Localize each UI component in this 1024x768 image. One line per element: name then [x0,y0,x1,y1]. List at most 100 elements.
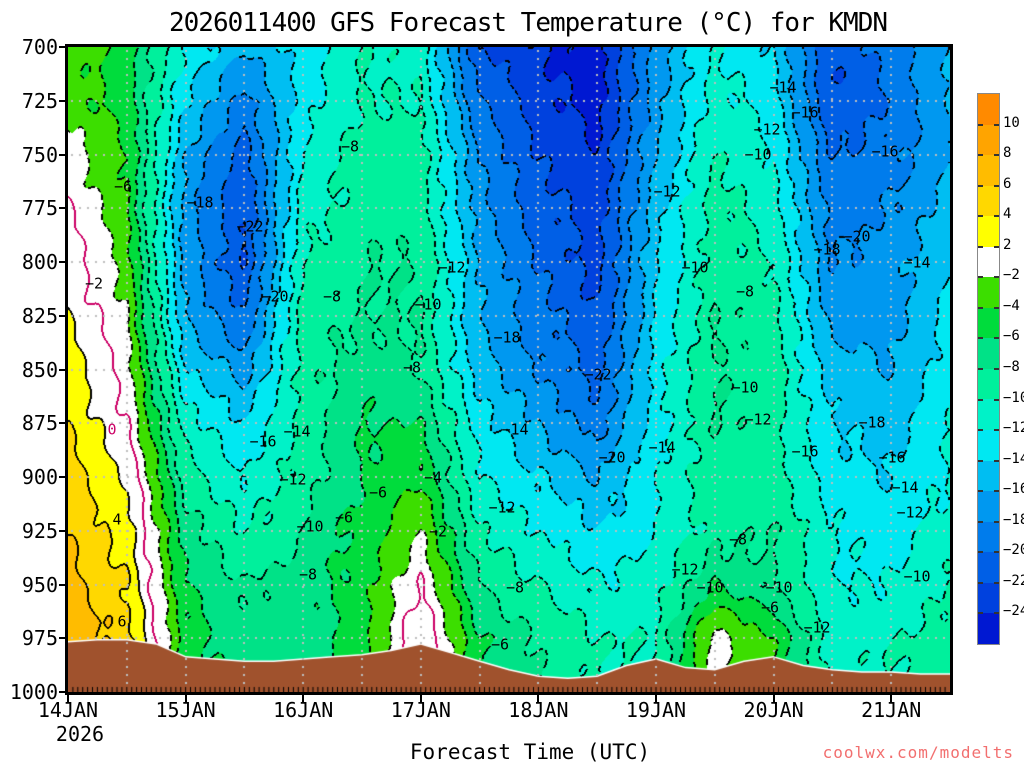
colorbar-tick-label: 2 [1003,236,1012,253]
colorbar-tick-label: −6 [1003,328,1020,345]
colorbar-tick-label: −24 [1003,603,1024,620]
x-axis-tick [419,692,422,702]
y-tick-label: 900 [21,465,58,489]
colorbar-tick-label: 8 [1003,145,1012,162]
colorbar-segment [978,185,999,217]
y-axis-tick [59,46,68,48]
y-tick-label: 875 [21,411,58,436]
colorbar-tick-label: −18 [1003,511,1024,528]
colorbar-tick-left [978,581,983,584]
colorbar-segment [978,94,999,125]
colorbar-segment [978,613,999,644]
y-tick-label: 1000 [9,680,58,704]
colorbar-tick-right [994,520,999,523]
colorbar-segment [978,552,999,583]
colorbar-segment [978,155,999,186]
x-axis-tick [302,692,305,702]
colorbar-tick-right [994,276,999,279]
colorbar-tick-right [994,337,999,340]
y-tick-label: 750 [21,142,58,167]
colorbar-segment [978,124,999,156]
colorbar-tick-left [978,306,983,309]
y-axis-tick [59,368,68,371]
colorbar-tick-left [978,245,983,248]
colorbar-tick-right [994,215,999,218]
colorbar-tick-right [994,306,999,309]
x-axis-tick [67,692,69,702]
colorbar-tick-left [978,337,983,340]
x-tick-label: 17JAN [390,698,451,722]
x-axis-tick [890,692,893,702]
colorbar-tick-label: −2 [1003,267,1020,284]
colorbar-tick-right [994,398,999,401]
colorbar-tick-right [994,581,999,584]
colorbar-segment [978,582,999,614]
y-axis-tick [59,691,68,693]
colorbar-segment [978,216,999,247]
colorbar-tick-right [994,459,999,462]
colorbar-tick-label: 10 [1003,114,1020,131]
y-tick-label: 925 [21,518,58,543]
colorbar-tick-right [994,429,999,432]
x-axis-tick [772,692,775,702]
colorbar-tick-right [994,245,999,248]
colorbar-segment [978,246,999,278]
y-tick-label: 700 [21,35,58,59]
y-tick-label: 850 [21,357,58,382]
y-axis-tick [59,314,68,317]
colorbar-tick-label: 6 [1003,175,1012,192]
x-tick-label: 18JAN [508,698,569,722]
colorbar-tick-label: −12 [1003,420,1024,437]
colorbar-tick-right [994,154,999,157]
colorbar-tick-left [978,184,983,187]
colorbar-tick-right [994,612,999,615]
x-tick-label: 15JAN [155,698,216,722]
y-tick-label: 825 [21,303,58,328]
colorbar-tick-left [978,520,983,523]
colorbar-tick-label: −16 [1003,481,1024,498]
y-tick-label: 800 [21,250,58,274]
y-axis-tick [59,207,68,210]
colorbar-tick-left [978,490,983,493]
y-tick-label: 775 [21,196,58,221]
y-axis-tick [59,476,68,478]
x-axis-tick [184,692,187,702]
colorbar-tick-label: −4 [1003,297,1020,314]
y-axis-tick [59,583,68,586]
colorbar-segment [978,277,999,308]
colorbar-tick-label: −8 [1003,359,1020,375]
colorbar-segment [978,430,999,461]
x-tick-label: 16JAN [273,698,334,722]
colorbar-segment [978,460,999,492]
colorbar-tick-label: −20 [1003,542,1024,559]
y-axis-tick [59,99,68,102]
watermark: coolwx.com/modelts [822,743,1014,762]
colorbar-tick-label: −10 [1003,389,1024,406]
x-axis-tick [537,692,540,702]
colorbar-tick-right [994,490,999,493]
y-tick-label: 725 [21,88,58,113]
y-axis-tick [59,422,68,425]
colorbar-tick-right [994,368,999,370]
y-axis-tick [59,529,68,532]
colorbar-tick-left [978,612,983,615]
colorbar-tick-left [978,459,983,462]
colorbar-tick-left [978,398,983,401]
colorbar-tick-label: 4 [1003,206,1012,223]
colorbar-tick-left [978,123,983,126]
colorbar-segment [978,491,999,522]
y-tick-label: 950 [21,572,58,597]
y-axis-tick [59,261,68,263]
colorbar-segment [978,399,999,431]
chart-title: 2026011400 GFS Forecast Temperature (°C)… [168,8,888,38]
colorbar-segment [978,521,999,553]
x-axis-title: Forecast Time (UTC) [409,740,651,764]
colorbar-segment [978,307,999,339]
colorbar-tick-label: −14 [1003,450,1024,467]
colorbar-tick-left [978,368,983,370]
y-tick-label: 975 [21,626,58,651]
x-tick-label: 21JAN [861,698,922,722]
colorbar-tick-left [978,551,983,554]
colorbar-tick-right [994,551,999,554]
